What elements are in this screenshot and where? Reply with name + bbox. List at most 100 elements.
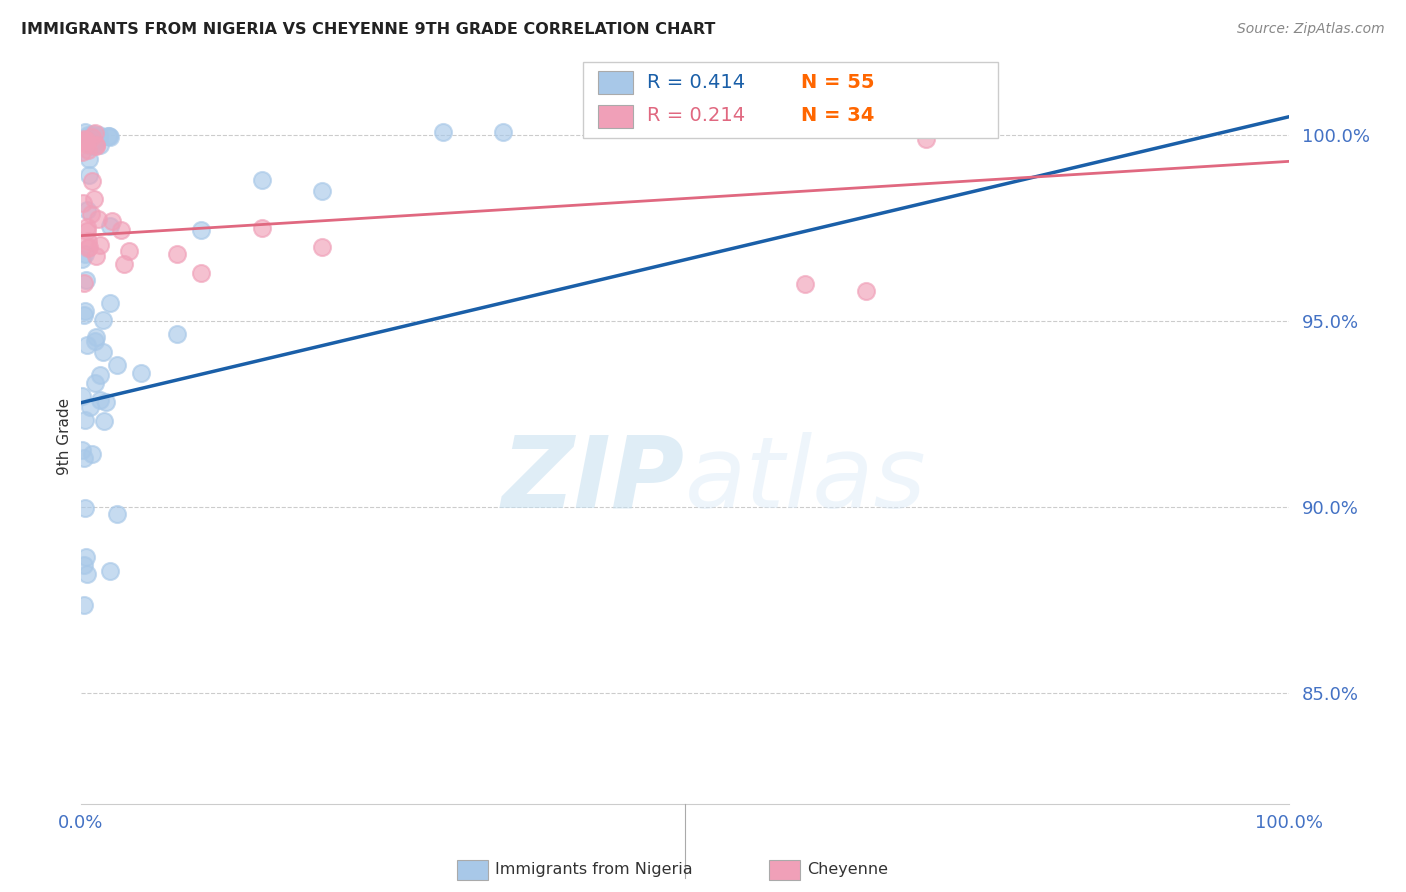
Text: Cheyenne: Cheyenne [807, 863, 889, 877]
Point [83, 376, 105, 390]
Point [250, 173, 273, 187]
Point [79, 401, 101, 415]
Point [76, 338, 98, 352]
Point [75, 136, 97, 151]
Text: R = 0.414: R = 0.414 [647, 72, 745, 92]
Point [105, 508, 128, 522]
Point [86, 133, 108, 147]
Point [77, 168, 100, 182]
Point [97, 129, 120, 144]
Point [100, 219, 122, 233]
Point [76, 143, 98, 157]
Point [75, 413, 97, 427]
Point [105, 359, 128, 373]
Point [86, 138, 108, 153]
Point [84, 334, 107, 349]
Point [112, 257, 135, 271]
Point [73, 125, 96, 139]
Point [80, 447, 103, 461]
Y-axis label: 9th Grade: 9th Grade [58, 398, 72, 475]
Point [311, 184, 333, 198]
Point [83, 192, 105, 206]
Point [76, 241, 98, 255]
Point [70, 134, 93, 148]
Point [80, 207, 103, 221]
Point [73, 501, 96, 516]
Point [76, 566, 98, 581]
Point [129, 366, 152, 380]
Point [75, 550, 97, 565]
Point [86, 139, 108, 153]
Text: IMMIGRANTS FROM NIGERIA VS CHEYENNE 9TH GRADE CORRELATION CHART: IMMIGRANTS FROM NIGERIA VS CHEYENNE 9TH … [21, 22, 716, 37]
Point [76, 224, 98, 238]
Point [77, 152, 100, 166]
Point [855, 285, 877, 299]
Point [72, 145, 94, 159]
Point [77, 234, 100, 248]
Text: N = 34: N = 34 [801, 106, 875, 126]
Point [98, 564, 121, 578]
Point [101, 214, 124, 228]
Point [110, 223, 132, 237]
Point [72, 195, 94, 210]
Point [72, 389, 94, 403]
Point [76, 202, 98, 217]
Point [82, 128, 104, 142]
Point [915, 132, 938, 146]
Point [80, 129, 103, 144]
Point [73, 558, 96, 572]
Point [82, 139, 104, 153]
Point [75, 247, 97, 261]
Point [86, 330, 108, 344]
Point [73, 450, 96, 465]
Point [89, 368, 111, 383]
Point [250, 221, 273, 235]
Point [190, 223, 212, 237]
Text: R = 0.214: R = 0.214 [647, 106, 745, 126]
Point [89, 237, 111, 252]
Point [70, 252, 93, 266]
Text: Source: ZipAtlas.com: Source: ZipAtlas.com [1237, 22, 1385, 37]
Point [73, 303, 96, 318]
Point [91, 313, 114, 327]
Point [87, 131, 110, 145]
Point [76, 219, 98, 234]
Point [80, 174, 103, 188]
Point [76, 128, 98, 143]
Point [73, 132, 96, 146]
Point [84, 136, 107, 150]
Point [190, 266, 212, 280]
Point [166, 247, 188, 261]
Point [70, 442, 93, 457]
Point [83, 129, 105, 144]
Point [432, 125, 454, 139]
Point [89, 392, 111, 407]
Point [73, 276, 96, 290]
Point [76, 130, 98, 145]
Point [98, 296, 121, 310]
Point [492, 125, 515, 139]
Point [311, 240, 333, 254]
Point [94, 395, 117, 409]
Point [97, 129, 120, 144]
Text: Immigrants from Nigeria: Immigrants from Nigeria [495, 863, 693, 877]
Point [98, 130, 121, 145]
Text: N = 55: N = 55 [801, 72, 875, 92]
Text: ZIP: ZIP [502, 432, 685, 529]
Point [87, 128, 110, 142]
Text: atlas: atlas [685, 432, 927, 529]
Point [75, 273, 97, 287]
Point [794, 277, 817, 291]
Point [84, 249, 107, 263]
Point [73, 598, 96, 612]
Point [86, 212, 108, 227]
Point [166, 327, 188, 342]
Point [91, 344, 114, 359]
Point [118, 244, 141, 258]
Point [93, 414, 115, 428]
Point [89, 137, 111, 152]
Point [73, 308, 96, 322]
Point [77, 240, 100, 254]
Point [75, 133, 97, 147]
Point [83, 126, 105, 140]
